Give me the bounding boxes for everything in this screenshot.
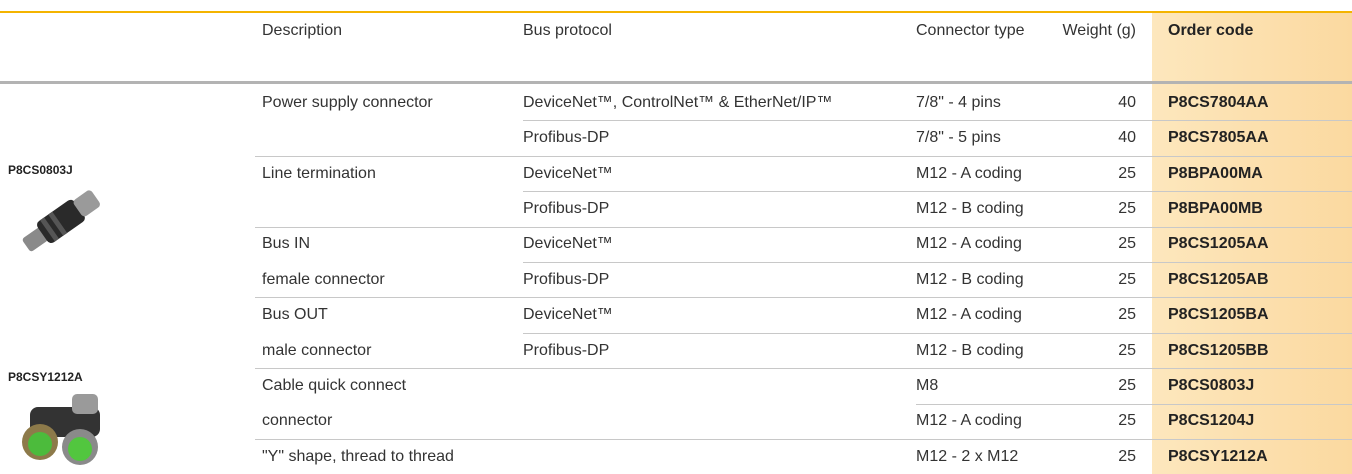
column-header: Bus protocol xyxy=(523,22,612,39)
connector-type: 7/8" - 4 pins xyxy=(916,93,1001,111)
connector-type: M12 - A coding xyxy=(916,164,1022,182)
order-code: P8CS1205AB xyxy=(1168,270,1269,288)
row-divider xyxy=(523,262,1352,263)
order-code: P8CS7805AA xyxy=(1168,129,1269,147)
description: Cable quick connect xyxy=(262,376,407,394)
row-divider xyxy=(523,120,1352,121)
product-label: P8CSY1212A xyxy=(8,370,83,384)
order-code: P8CS7804AA xyxy=(1168,93,1269,111)
bus-protocol: DeviceNet™, ControlNet™ & EtherNet/IP™ xyxy=(523,93,833,111)
connector-type: M12 - A coding xyxy=(916,412,1022,430)
description: Power supply connector xyxy=(262,93,433,111)
connector-type: M12 - B coding xyxy=(916,341,1024,359)
header-rule xyxy=(0,81,1352,84)
connector-type: M12 - B coding xyxy=(916,199,1024,217)
connector-type: M12 - 2 x M12 xyxy=(916,447,1019,465)
description: female connector xyxy=(262,270,385,288)
description: Bus OUT xyxy=(262,306,328,324)
row-divider xyxy=(255,227,1352,228)
row-divider xyxy=(255,156,1352,157)
order-code: P8BPA00MB xyxy=(1168,199,1263,217)
weight: 25 xyxy=(1118,376,1136,394)
weight: 25 xyxy=(1118,270,1136,288)
bus-protocol: Profibus-DP xyxy=(523,199,610,217)
order-code: P8BPA00MA xyxy=(1168,164,1263,182)
bus-protocol: DeviceNet™ xyxy=(523,235,613,253)
connector-image xyxy=(22,190,100,252)
row-divider xyxy=(523,191,1352,192)
bus-protocol: Profibus-DP xyxy=(523,270,610,288)
connector-type: M12 - B coding xyxy=(916,270,1024,288)
weight: 40 xyxy=(1118,129,1136,147)
description: male connector xyxy=(262,341,372,359)
row-divider xyxy=(916,404,1352,405)
row-divider xyxy=(255,297,1352,298)
bus-protocol: Profibus-DP xyxy=(523,341,610,359)
column-header: Connector type xyxy=(916,22,1025,39)
weight: 25 xyxy=(1118,199,1136,217)
order-code: P8CS1205AA xyxy=(1168,235,1269,253)
description: connector xyxy=(262,412,333,430)
y-connector-image xyxy=(22,394,100,465)
connector-type: M8 xyxy=(916,376,939,394)
weight: 25 xyxy=(1118,341,1136,359)
order-code: P8CS1205BB xyxy=(1168,341,1269,359)
connector-type: M12 - A coding xyxy=(916,306,1022,324)
row-divider xyxy=(255,368,1352,369)
row-divider xyxy=(523,333,1352,334)
weight: 25 xyxy=(1118,447,1136,465)
description: Bus IN xyxy=(262,235,311,253)
product-label: P8CS0803J xyxy=(8,163,73,177)
column-header: Order code xyxy=(1168,22,1254,39)
connector-type: M12 - A coding xyxy=(916,235,1022,253)
order-code: P8CS1205BA xyxy=(1168,306,1269,324)
column-header: Weight (g) xyxy=(1062,22,1136,39)
description: "Y" shape, thread to thread xyxy=(262,447,454,465)
bus-protocol: DeviceNet™ xyxy=(523,164,613,182)
description: Line termination xyxy=(262,164,376,182)
order-code: P8CSY1212A xyxy=(1168,447,1268,465)
order-code: P8CS1204J xyxy=(1168,412,1255,430)
weight: 40 xyxy=(1118,93,1136,111)
column-header: Description xyxy=(262,22,343,39)
row-divider xyxy=(255,439,1352,440)
order-code-background xyxy=(1152,12,1352,474)
top-rule xyxy=(0,11,1352,13)
order-code: P8CS0803J xyxy=(1168,376,1255,394)
bus-protocol: DeviceNet™ xyxy=(523,306,613,324)
weight: 25 xyxy=(1118,164,1136,182)
weight: 25 xyxy=(1118,412,1136,430)
weight: 25 xyxy=(1118,235,1136,253)
connector-type: 7/8" - 5 pins xyxy=(916,129,1001,147)
weight: 25 xyxy=(1118,306,1136,324)
bus-protocol: Profibus-DP xyxy=(523,129,610,147)
